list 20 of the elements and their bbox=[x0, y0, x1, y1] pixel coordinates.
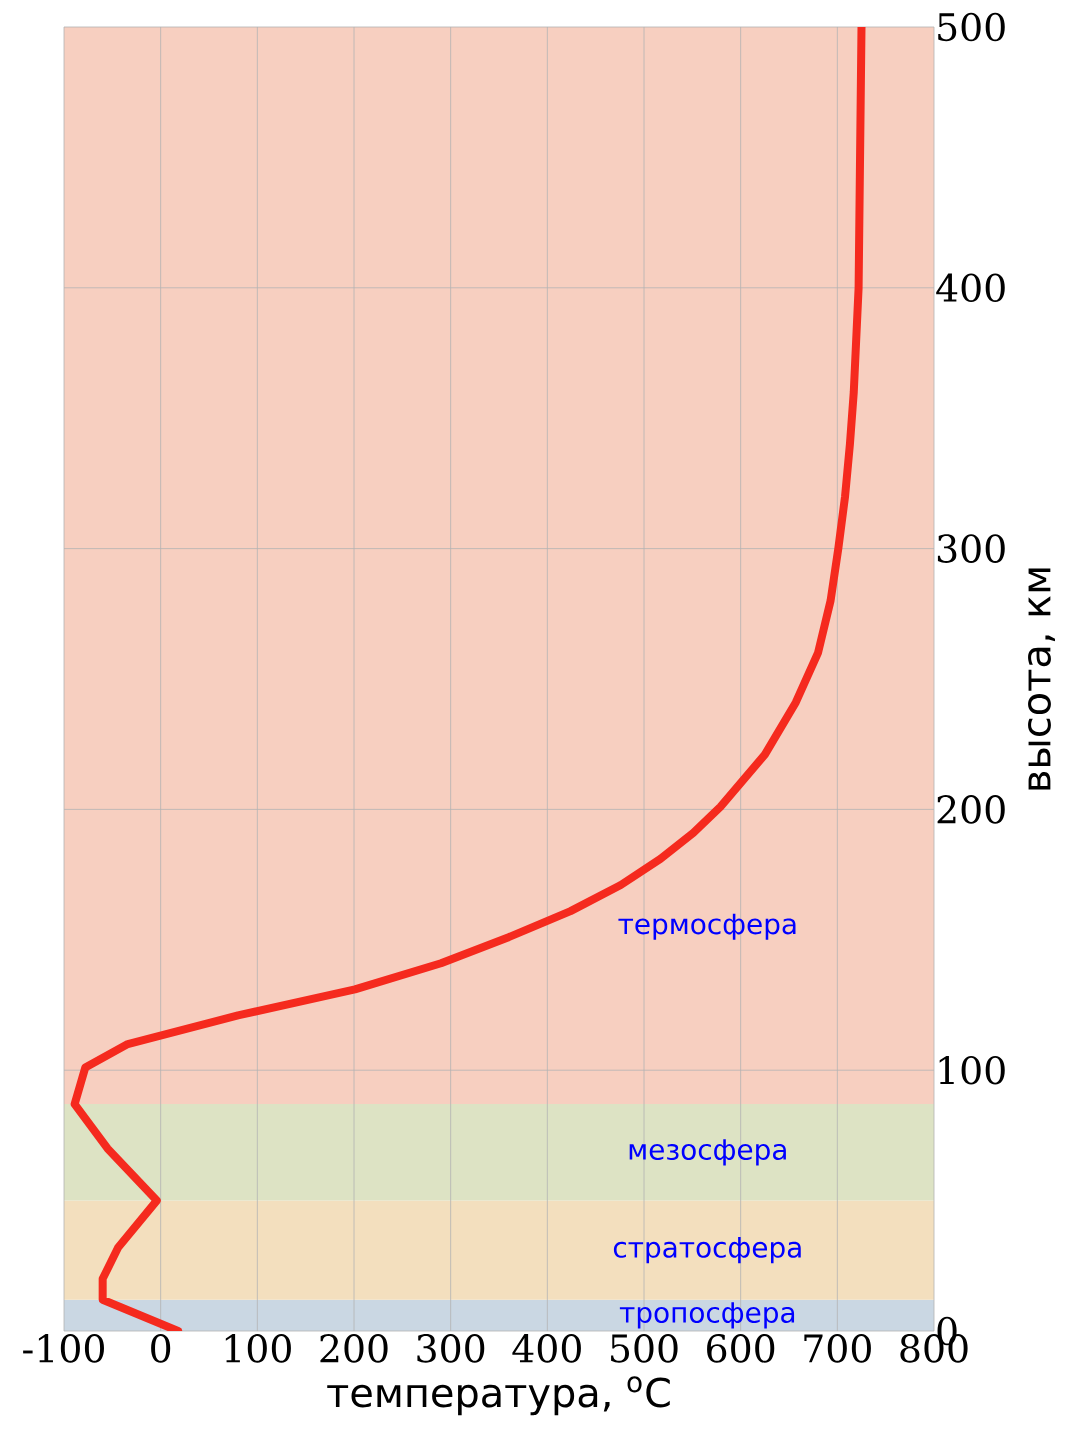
y-tick-label: 100 bbox=[939, 1055, 1005, 1085]
x-tick-label: 600 bbox=[707, 1334, 775, 1363]
x-tick-label: 500 bbox=[611, 1334, 678, 1363]
x-tick-label: 200 bbox=[320, 1334, 388, 1363]
x-tick-label: 400 bbox=[512, 1334, 581, 1363]
x-tick-label: -100 bbox=[23, 1334, 104, 1363]
band-label: тропосфера bbox=[619, 1302, 795, 1329]
y-tick-label: 400 bbox=[936, 273, 1005, 303]
y-axis-title: высота, км bbox=[1028, 568, 1055, 790]
band-label: мезосфера bbox=[629, 1139, 786, 1166]
x-tick-label: 100 bbox=[225, 1334, 291, 1363]
band-label: термосфера bbox=[618, 913, 796, 940]
band-label: стратосфера bbox=[613, 1237, 801, 1264]
x-axis-title: температура, $^{o}$C bbox=[327, 1376, 670, 1416]
x-tick-label: 700 bbox=[804, 1334, 871, 1363]
y-tick-label: 200 bbox=[937, 795, 1005, 824]
x-tick-label: 300 bbox=[417, 1334, 485, 1363]
y-tick-label: 500 bbox=[938, 12, 1005, 42]
y-tick-label: 300 bbox=[937, 534, 1005, 563]
x-tick-label: 0 bbox=[151, 1334, 171, 1363]
